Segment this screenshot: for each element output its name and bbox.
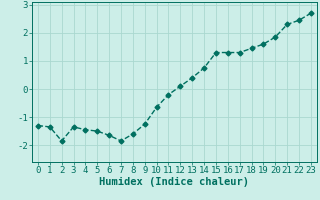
X-axis label: Humidex (Indice chaleur): Humidex (Indice chaleur) xyxy=(100,177,249,187)
